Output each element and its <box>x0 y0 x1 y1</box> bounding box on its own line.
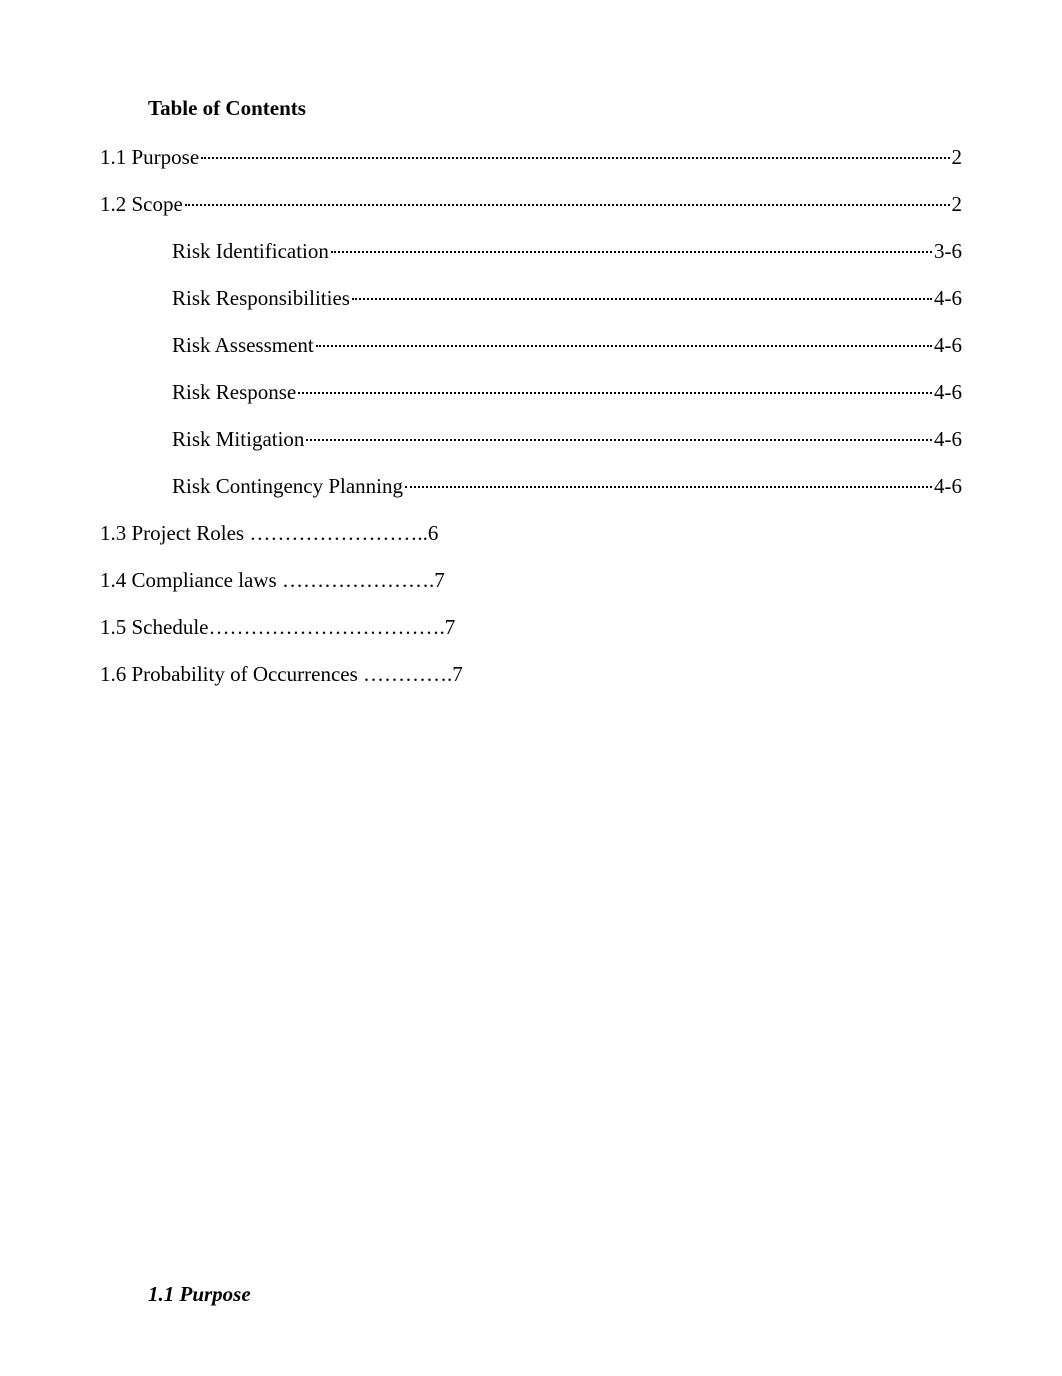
toc-leader: …………………….. <box>249 521 428 545</box>
toc-entry-page: 4-6 <box>934 427 962 452</box>
toc-entry: Risk Contingency Planning 4-6 <box>100 474 962 499</box>
toc-entry-label: 1.2 Scope <box>100 192 183 217</box>
toc-entry-page: 7 <box>445 615 456 639</box>
toc-leader <box>185 204 950 206</box>
toc-entry-label: 1.6 Probability of Occurrences <box>100 662 363 686</box>
toc-entry: 1.5 Schedule…………………………….7 <box>100 615 962 640</box>
toc-leader <box>331 251 932 253</box>
toc-entry: 1.2 Scope 2 <box>100 192 962 217</box>
toc-entry-label: Risk Mitigation <box>172 427 304 452</box>
toc-entry-label: 1.1 Purpose <box>100 145 199 170</box>
toc-entry: Risk Response 4-6 <box>100 380 962 405</box>
toc-entry: 1.4 Compliance laws ………………….7 <box>100 568 962 593</box>
toc-entry: Risk Responsibilities 4-6 <box>100 286 962 311</box>
toc-leader <box>405 486 932 488</box>
toc-entry-label: Risk Response <box>172 380 296 405</box>
toc-leader: ……………………………. <box>208 615 444 639</box>
toc-leader: …………. <box>363 662 452 686</box>
toc-entry-label: Risk Identification <box>172 239 329 264</box>
toc-entry: 1.6 Probability of Occurrences ………….7 <box>100 662 962 687</box>
toc-entry-label: Risk Contingency Planning <box>172 474 403 499</box>
toc-entry-page: 3-6 <box>934 239 962 264</box>
toc-entry-label: Risk Assessment <box>172 333 314 358</box>
toc-entry: Risk Mitigation 4-6 <box>100 427 962 452</box>
toc-entry-page: 6 <box>428 521 439 545</box>
toc-entry: Risk Identification 3-6 <box>100 239 962 264</box>
toc-entry: 1.3 Project Roles ……………………..6 <box>100 521 962 546</box>
toc-entry-label: Risk Responsibilities <box>172 286 350 311</box>
toc-entry-page: 2 <box>952 145 963 170</box>
toc-entry-label: 1.3 Project Roles <box>100 521 249 545</box>
toc-entry: Risk Assessment 4-6 <box>100 333 962 358</box>
toc-entry-page: 4-6 <box>934 474 962 499</box>
toc-entry-page: 7 <box>452 662 463 686</box>
toc-entry-page: 2 <box>952 192 963 217</box>
toc-entry: 1.1 Purpose 2 <box>100 145 962 170</box>
toc-entry-label: 1.5 Schedule <box>100 615 208 639</box>
toc-leader: …………………. <box>282 568 434 592</box>
toc-entry-page: 7 <box>434 568 445 592</box>
toc-entry-page: 4-6 <box>934 286 962 311</box>
toc-leader <box>306 439 932 441</box>
toc-leader <box>201 157 949 159</box>
toc-leader <box>316 345 932 347</box>
toc-heading: Table of Contents <box>148 96 962 121</box>
section-heading: 1.1 Purpose <box>148 1282 962 1307</box>
toc-entry-label: 1.4 Compliance laws <box>100 568 282 592</box>
toc-entry-page: 4-6 <box>934 380 962 405</box>
toc-leader <box>298 392 932 394</box>
toc-leader <box>352 298 932 300</box>
toc-entry-page: 4-6 <box>934 333 962 358</box>
